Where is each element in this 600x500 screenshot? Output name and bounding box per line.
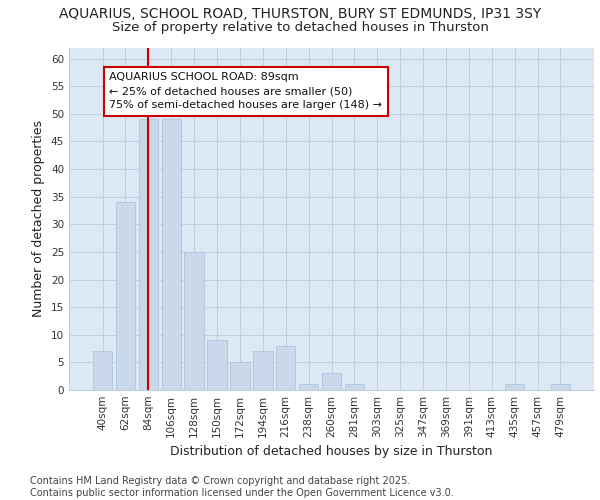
Text: AQUARIUS SCHOOL ROAD: 89sqm
← 25% of detached houses are smaller (50)
75% of sem: AQUARIUS SCHOOL ROAD: 89sqm ← 25% of det… [109,72,382,110]
Text: AQUARIUS, SCHOOL ROAD, THURSTON, BURY ST EDMUNDS, IP31 3SY: AQUARIUS, SCHOOL ROAD, THURSTON, BURY ST… [59,8,541,22]
Bar [139,120,158,390]
Bar [253,352,272,390]
Text: Size of property relative to detached houses in Thurston: Size of property relative to detached ho… [112,21,488,34]
Bar [93,352,112,390]
Bar [505,384,524,390]
Bar [299,384,319,390]
Bar [551,384,570,390]
Bar [161,120,181,390]
Bar [184,252,204,390]
Bar [322,374,341,390]
Bar [344,384,364,390]
X-axis label: Distribution of detached houses by size in Thurston: Distribution of detached houses by size … [170,446,493,458]
Bar [208,340,227,390]
Bar [230,362,250,390]
Bar [276,346,295,390]
Bar [116,202,135,390]
Text: Contains HM Land Registry data © Crown copyright and database right 2025.
Contai: Contains HM Land Registry data © Crown c… [30,476,454,498]
Y-axis label: Number of detached properties: Number of detached properties [32,120,46,318]
